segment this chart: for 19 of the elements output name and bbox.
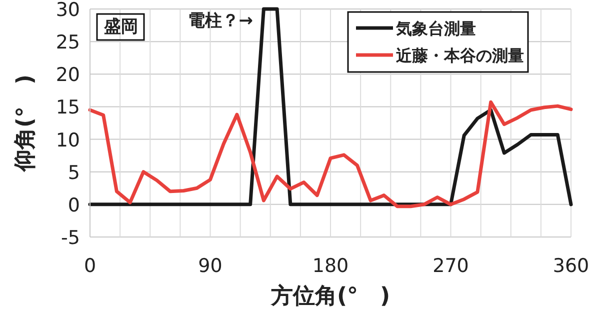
annotation: 盛岡 bbox=[103, 17, 138, 37]
x-tick-label: 0 bbox=[84, 255, 96, 277]
legend-label: 気象台測量 bbox=[395, 19, 476, 38]
y-tick-label: 0 bbox=[68, 194, 80, 216]
y-tick-label: 15 bbox=[56, 96, 80, 119]
legend-label: 近藤・本谷の測量 bbox=[395, 46, 524, 65]
x-tick-label: 90 bbox=[198, 255, 222, 277]
x-tick-label: 180 bbox=[312, 255, 349, 277]
x-axis-title: 方位角(° ) bbox=[270, 283, 390, 309]
y-tick-label: 30 bbox=[56, 0, 80, 21]
y-tick-label: 25 bbox=[56, 32, 80, 54]
annotation: 電柱？→ bbox=[188, 11, 253, 31]
x-tick-label: 270 bbox=[432, 255, 469, 277]
y-tick-label: 10 bbox=[56, 129, 80, 152]
y-tick-label: -5 bbox=[61, 227, 80, 249]
y-axis-title: 仰角(° ) bbox=[13, 74, 38, 173]
y-tick-label: 20 bbox=[56, 64, 80, 86]
y-tick-label: 5 bbox=[68, 162, 80, 184]
x-tick-label: 360 bbox=[552, 255, 590, 277]
